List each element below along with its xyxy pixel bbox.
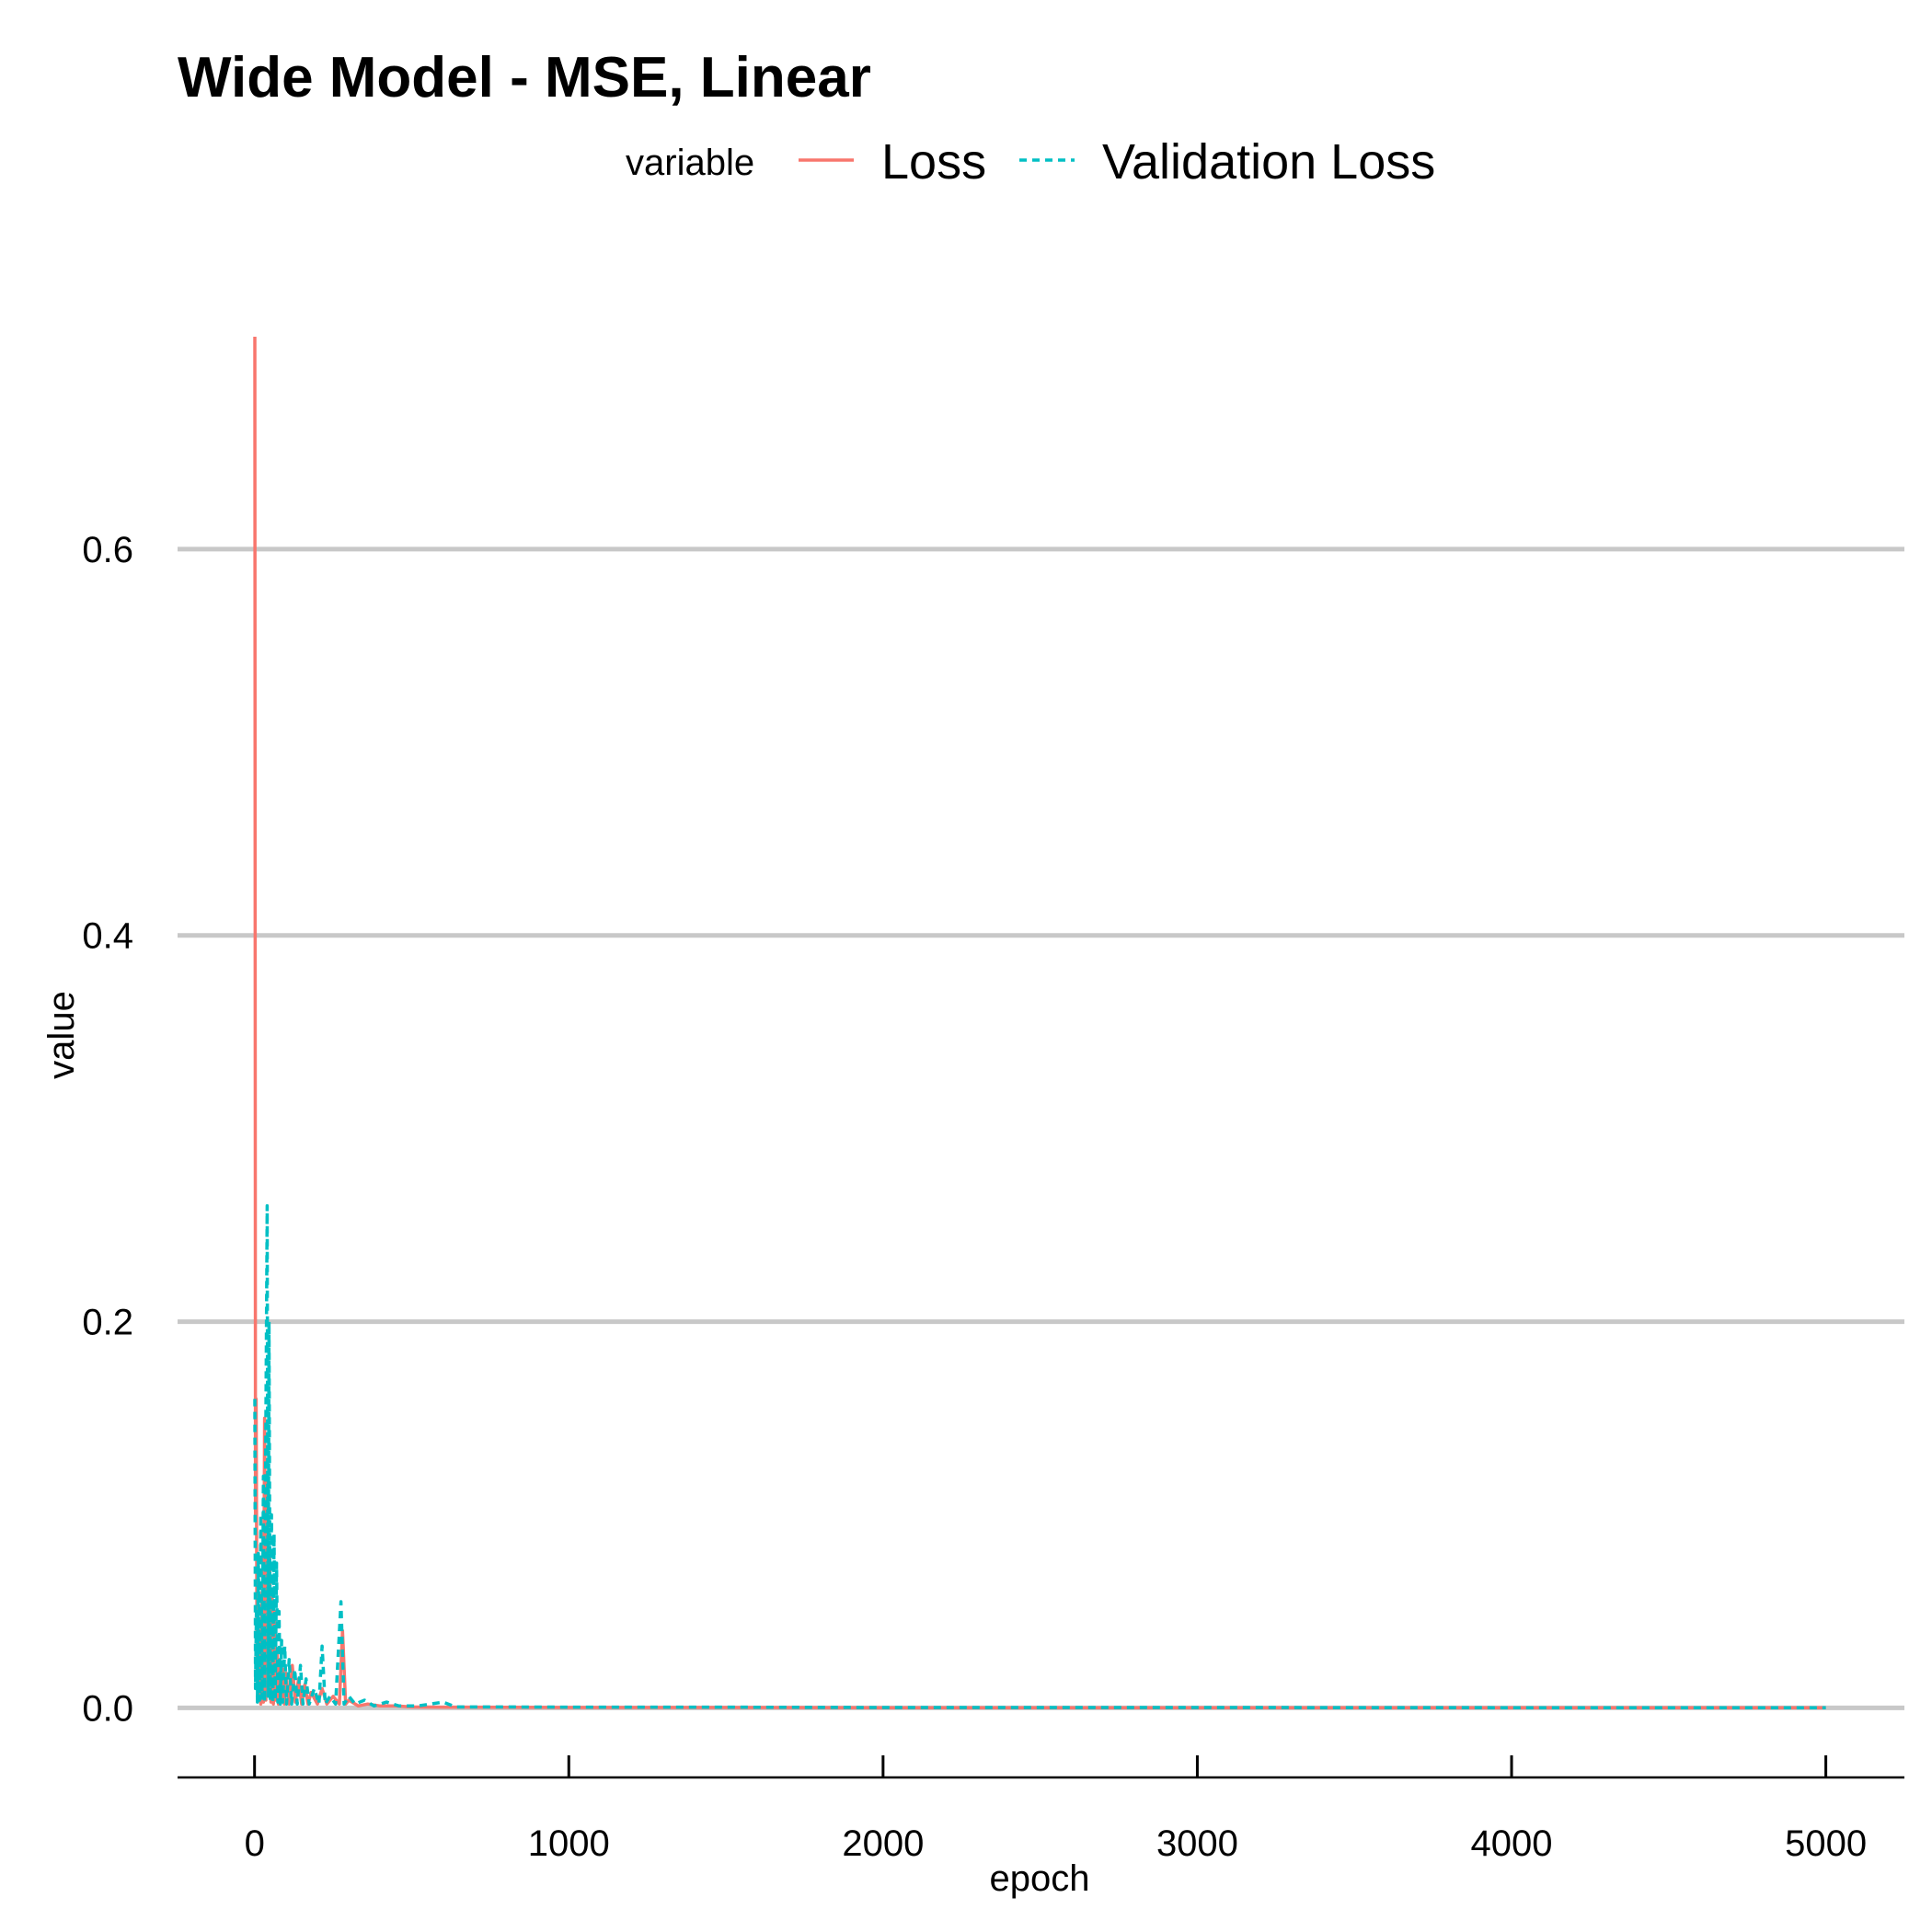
y-gridlines <box>178 546 1904 1710</box>
x-tick-label: 4000 <box>1471 1823 1553 1864</box>
x-tick-label: 5000 <box>1785 1823 1867 1864</box>
chart-title: Wide Model - MSE, Linear <box>178 46 871 109</box>
x-tick-label: 1000 <box>528 1823 610 1864</box>
legend: variable Loss Validation Loss <box>626 134 1435 190</box>
y-tick-label: 0.6 <box>82 530 133 570</box>
x-axis-title: epoch <box>990 1858 1090 1899</box>
series-line-loss <box>253 336 1826 1709</box>
x-tick-label: 3000 <box>1156 1823 1238 1864</box>
y-tick-label: 0.2 <box>82 1303 133 1343</box>
series-layer <box>253 336 1826 1709</box>
y-axis-title: value <box>41 991 82 1079</box>
legend-title: variable <box>626 143 754 183</box>
y-axis: 0.0 0.2 0.4 0.6 <box>82 530 133 1730</box>
legend-label-validation-loss: Validation Loss <box>1102 134 1435 190</box>
x-tick-label: 0 <box>245 1823 265 1864</box>
y-tick-label: 0.4 <box>82 916 133 957</box>
x-tick-label: 2000 <box>842 1823 924 1864</box>
x-axis: 0 1000 2000 3000 4000 5000 <box>245 1755 1867 1864</box>
legend-label-loss: Loss <box>881 134 986 190</box>
y-tick-label: 0.0 <box>82 1688 133 1729</box>
series-line-validation-loss <box>253 1203 1826 1709</box>
